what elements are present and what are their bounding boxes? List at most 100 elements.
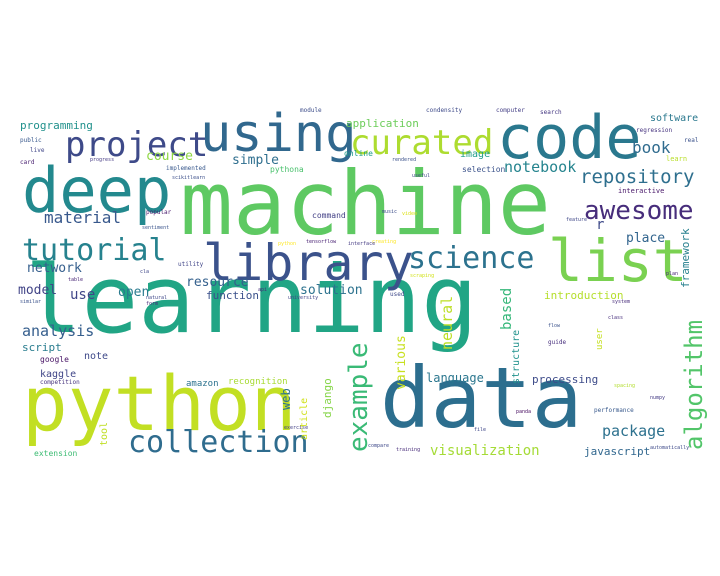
- cloud-word: course: [146, 149, 193, 164]
- cloud-word: material: [44, 208, 122, 227]
- cloud-word: scikitlearn: [172, 175, 206, 181]
- cloud-word: scraping: [410, 273, 435, 279]
- cloud-word: real: [684, 137, 699, 144]
- cloud-word: condensity: [426, 107, 463, 114]
- cloud-word: natural: [146, 295, 168, 301]
- cloud-word: flow: [548, 323, 561, 329]
- cloud-word: music: [382, 209, 398, 215]
- cloud-word: using: [200, 104, 357, 164]
- cloud-word: api: [258, 287, 268, 293]
- cloud-word: open: [118, 285, 150, 300]
- cloud-word: resource: [186, 275, 249, 290]
- cloud-word: book: [632, 138, 671, 157]
- cloud-word: used: [390, 291, 405, 298]
- cloud-word: panda: [516, 409, 532, 415]
- cloud-word: repository: [580, 166, 695, 188]
- cloud-word: function: [206, 289, 259, 302]
- cloud-word: web: [279, 388, 293, 410]
- cloud-word: javascript: [584, 445, 651, 458]
- cloud-word: model: [18, 283, 58, 298]
- cloud-word: based: [499, 287, 515, 330]
- cloud-word: various: [394, 335, 409, 390]
- cloud-word: live: [30, 147, 45, 154]
- cloud-word: language: [426, 371, 484, 385]
- cloud-word: computer: [496, 107, 525, 114]
- cloud-word: compare: [368, 443, 390, 449]
- cloud-word: pythona: [270, 165, 304, 174]
- cloud-word: package: [602, 422, 666, 440]
- cloud-word: numpy: [650, 395, 666, 401]
- cloud-word: extension: [34, 449, 78, 458]
- cloud-word: science: [408, 241, 535, 276]
- cloud-word: collection: [128, 425, 309, 460]
- cloud-word: cla: [140, 269, 150, 275]
- cloud-word: learning: [25, 246, 478, 355]
- cloud-word: network: [27, 261, 82, 276]
- cloud-word: selection: [462, 165, 506, 174]
- cloud-word: search: [540, 109, 562, 116]
- cloud-word: script: [22, 341, 62, 354]
- cloud-word: creating: [372, 239, 397, 245]
- cloud-word: neural: [438, 295, 456, 350]
- cloud-word: interface: [348, 241, 376, 247]
- cloud-word: django: [321, 378, 334, 418]
- cloud-word: framework: [679, 228, 692, 288]
- cloud-word: awesome: [584, 196, 694, 226]
- cloud-word: amazon: [186, 379, 219, 389]
- cloud-word: class: [608, 315, 624, 321]
- cloud-word: project: [65, 125, 209, 165]
- cloud-word: table: [68, 277, 84, 283]
- cloud-word: kaggle: [40, 369, 77, 380]
- cloud-word: place: [626, 231, 666, 246]
- cloud-word: example: [344, 342, 374, 452]
- cloud-word: solution: [300, 283, 363, 298]
- cloud-word: software: [650, 113, 699, 124]
- cloud-word: popular: [146, 209, 172, 216]
- cloud-word: curated: [350, 123, 494, 163]
- cloud-word: automatically: [650, 445, 690, 451]
- cloud-word: algorithm: [680, 319, 708, 450]
- cloud-word: google: [40, 355, 69, 364]
- cloud-word: user: [595, 328, 605, 350]
- cloud-word: image: [460, 149, 491, 160]
- cloud-word: python: [278, 241, 297, 247]
- cloud-word: public: [20, 137, 42, 144]
- cloud-word: introduction: [544, 289, 624, 302]
- cloud-word: tensorflow: [306, 239, 337, 245]
- cloud-word: performance: [594, 407, 634, 414]
- cloud-word: implemented: [166, 165, 206, 172]
- cloud-word: utility: [178, 261, 204, 268]
- cloud-word: data: [380, 349, 583, 447]
- cloud-word: article: [299, 397, 310, 440]
- cloud-word: simple: [232, 153, 279, 168]
- cloud-word: recognition: [228, 377, 288, 387]
- cloud-word: plan: [666, 271, 679, 277]
- cloud-word: file: [474, 427, 487, 433]
- cloud-word: application: [346, 117, 419, 130]
- cloud-word: notebook: [504, 158, 577, 176]
- cloud-word: learn: [666, 155, 688, 163]
- cloud-word: tool: [99, 421, 110, 446]
- cloud-word: r: [596, 217, 605, 233]
- cloud-word: video: [402, 211, 418, 217]
- cloud-word: guide: [548, 339, 567, 346]
- cloud-word: analysis: [22, 322, 95, 340]
- cloud-word: online: [344, 149, 373, 158]
- cloud-word: processing: [532, 373, 599, 386]
- cloud-word: list: [548, 227, 688, 295]
- cloud-word: use: [70, 287, 96, 303]
- cloud-word: deep: [22, 154, 172, 227]
- cloud-word: exercise: [284, 425, 309, 431]
- cloud-word: programming: [20, 119, 93, 132]
- cloud-word: training: [396, 447, 421, 453]
- cloud-word: library: [203, 234, 414, 292]
- cloud-word: sentiment: [142, 225, 170, 231]
- cloud-word: python: [22, 359, 297, 448]
- cloud-word: code: [497, 103, 642, 173]
- cloud-word: university: [288, 295, 319, 301]
- cloud-word: visualization: [430, 443, 540, 459]
- cloud-word: regression: [636, 127, 673, 134]
- cloud-word: similar: [20, 299, 42, 305]
- cloud-word: interactive: [618, 187, 665, 195]
- cloud-word: feature: [566, 217, 588, 223]
